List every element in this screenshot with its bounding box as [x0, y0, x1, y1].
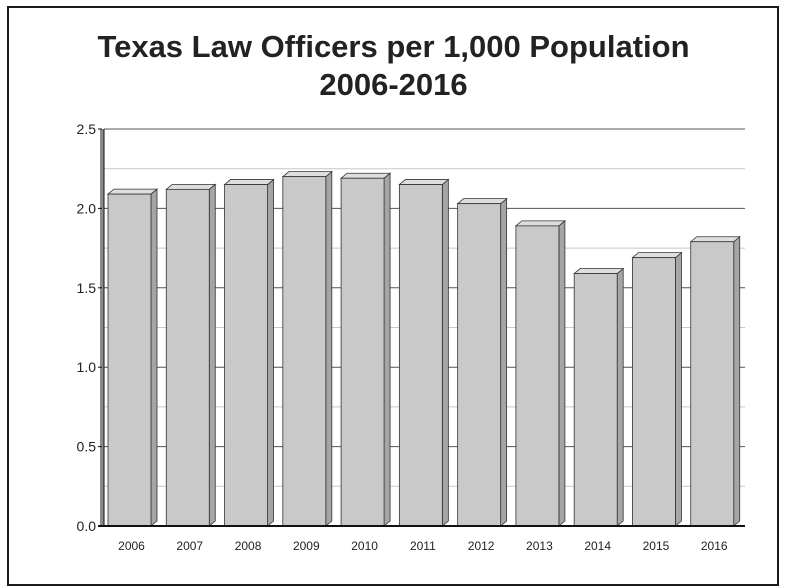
- bar-2011: [398, 184, 443, 527]
- bar-top-2009: [281, 171, 333, 178]
- bar-2009: [282, 176, 327, 527]
- bar-side-2012: [500, 197, 508, 527]
- x-tick-label: 2015: [643, 539, 670, 553]
- bar-2016: [690, 241, 735, 527]
- bar-top-2012: [456, 198, 508, 205]
- bar-2015: [632, 257, 676, 527]
- bar-top-2015: [631, 252, 683, 259]
- x-tick-label: 2006: [118, 539, 145, 553]
- chart-title: Texas Law Officers per 1,000 Population …: [0, 28, 787, 104]
- bar-side-2016: [733, 235, 741, 527]
- x-tick-label: 2014: [584, 539, 611, 553]
- bar-2013: [515, 225, 560, 527]
- x-tick-label: 2013: [526, 539, 553, 553]
- y-tick-label: 1.5: [77, 280, 97, 296]
- bar-2010: [340, 177, 385, 527]
- y-tick-label: 0.5: [77, 439, 97, 455]
- x-tick-label: 2010: [351, 539, 378, 553]
- y-tick-label: 2.0: [77, 200, 97, 216]
- chart-title-line-1: Texas Law Officers per 1,000 Population: [97, 29, 690, 64]
- x-tick-label: 2007: [176, 539, 203, 553]
- bar-side-2006: [150, 188, 158, 527]
- bar-2007: [165, 188, 210, 527]
- x-tick-label: 2011: [410, 539, 436, 553]
- y-tick-label: 2.5: [77, 121, 97, 137]
- bar-2006: [107, 193, 152, 527]
- y-tick-label: 0.0: [77, 518, 97, 534]
- bar-side-2015: [675, 251, 682, 527]
- bar-top-2014: [573, 268, 625, 274]
- bar-top-2013: [514, 220, 567, 227]
- bar-2012: [457, 203, 502, 527]
- bar-2008: [224, 184, 268, 527]
- x-tick-label: 2009: [293, 539, 320, 553]
- bar-top-2011: [398, 179, 450, 185]
- bar-top-2016: [689, 236, 741, 243]
- x-tick-label: 2012: [468, 539, 495, 553]
- bar-top-2010: [339, 172, 392, 179]
- bar-side-2011: [441, 178, 449, 527]
- bar-side-2013: [558, 220, 566, 527]
- bar-top-2008: [223, 179, 275, 185]
- chart-title-line-2: 2006-2016: [319, 67, 468, 102]
- bar-top-2007: [165, 183, 217, 190]
- y-tick-label: 1.0: [77, 359, 97, 375]
- bar-side-2014: [616, 267, 624, 527]
- plot-left-wall: [100, 129, 104, 526]
- bar-side-2009: [325, 170, 333, 527]
- bar-side-2007: [208, 183, 216, 527]
- bar-side-2010: [383, 172, 391, 527]
- bar-top-2006: [106, 188, 159, 195]
- x-tick-label: 2016: [701, 539, 728, 553]
- x-tick-label: 2008: [235, 539, 262, 553]
- bar-2014: [573, 273, 618, 527]
- bar-chart: 0.0 0.5 1.0 1.5 2.0 2.5 2006 2007 2008 2009 2010 20…: [77, 121, 745, 553]
- bar-side-2008: [267, 178, 274, 527]
